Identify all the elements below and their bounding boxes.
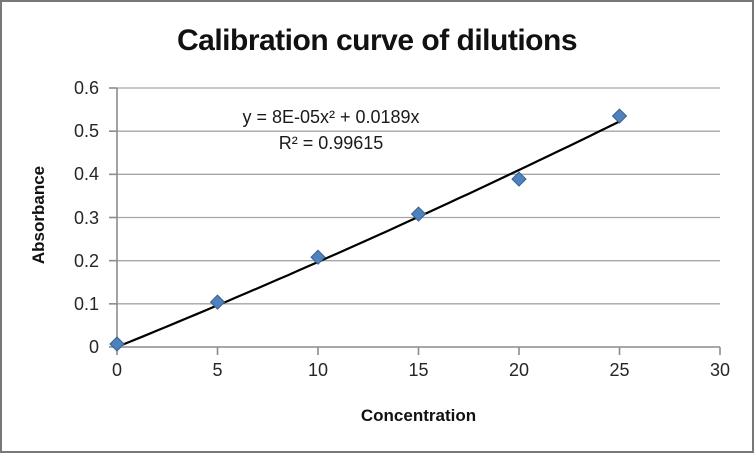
y-tick-label: 0 (88, 337, 99, 357)
x-tick-label: 5 (212, 360, 223, 380)
x-tick-label: 10 (307, 360, 329, 380)
y-tick-label: 0.6 (73, 78, 99, 98)
x-tick-label: 15 (408, 360, 429, 380)
y-tick-label: 0.4 (73, 164, 99, 185)
trendline-r-squared: R² = 0.99615 (278, 133, 384, 153)
x-axis-title: Concentration (360, 406, 477, 425)
data-point-marker (109, 336, 125, 352)
data-point-marker (209, 294, 226, 310)
data-point-marker (611, 108, 628, 124)
y-tick-label: 0.1 (73, 293, 99, 314)
x-tick-label: 30 (709, 360, 731, 380)
data-point-marker (310, 249, 326, 265)
x-tick-label: 25 (609, 360, 630, 380)
trendline-equation: y = 8E-05x² + 0.0189x (242, 107, 420, 127)
y-tick-label: 0.2 (73, 250, 99, 271)
chart-title: Calibration curve of dilutions (176, 24, 578, 57)
data-point-marker (511, 171, 527, 187)
y-tick-label: 0.3 (73, 207, 99, 228)
trendline (116, 120, 620, 349)
y-axis-title: Absorbance (29, 165, 48, 265)
data-point-marker (410, 206, 427, 222)
trendline-annotation: y = 8E-05x² + 0.0189x R² = 0.99615 (150, 104, 512, 156)
x-tick-label: 20 (508, 360, 530, 380)
y-tick-label: 0.5 (73, 121, 99, 142)
x-tick-label: 0 (111, 360, 123, 380)
